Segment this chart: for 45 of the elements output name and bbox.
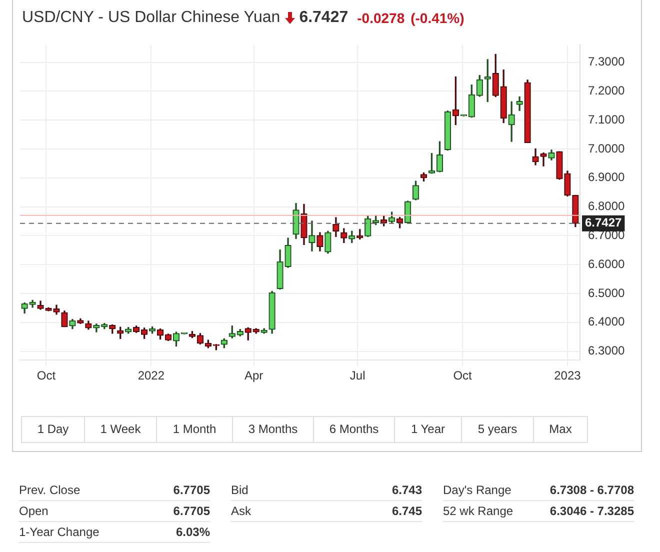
candlestick — [540, 152, 547, 166]
y-tick-label: 7.1000 — [588, 112, 626, 126]
y-tick-label: 7.2000 — [588, 84, 626, 98]
text: 6.745 — [392, 503, 422, 520]
y-tick-label: 6.3000 — [588, 344, 626, 358]
ref-line-label: 6.7427 — [585, 216, 622, 230]
x-tick-label: Oct — [453, 368, 473, 383]
text: 52 wk Range — [443, 504, 514, 518]
y-tick-label: 6.9000 — [588, 170, 626, 184]
text: Day's Range — [443, 483, 512, 497]
text: Bid — [231, 483, 248, 497]
text: Ask — [231, 504, 252, 518]
x-tick-label: Jul — [350, 368, 366, 383]
text: 1 Month — [156, 416, 233, 443]
text: 6.7705 — [173, 482, 210, 499]
text: 6.7427 — [299, 9, 348, 27]
text: 6.7705 — [173, 503, 210, 520]
text: Max — [533, 416, 588, 443]
text: 6.3046 - 7.3285 — [550, 503, 634, 520]
x-tick-label: Oct — [36, 368, 56, 383]
text: 5 years — [461, 416, 534, 443]
text: 1 Week — [84, 416, 157, 443]
y-tick-label: 6.4000 — [588, 314, 626, 329]
text: 6.743 — [392, 482, 422, 499]
y-tick-label: 7.3000 — [588, 54, 626, 69]
text: -0.0278 — [357, 10, 405, 26]
text: 1 Year — [394, 416, 462, 443]
text: 6.7308 - 6.7708 — [550, 482, 634, 499]
x-tick-label: 2022 — [138, 368, 165, 383]
text: 6.03% — [176, 524, 210, 541]
y-tick-label: 6.5000 — [588, 286, 626, 300]
x-tick-label: Apr — [244, 368, 264, 383]
text: 6 Months — [313, 416, 395, 443]
y-tick-label: 7.0000 — [588, 141, 626, 156]
text: 3 Months — [232, 416, 314, 443]
y-tick-label: 6.6000 — [588, 256, 626, 271]
text: 1-Year Change — [19, 525, 100, 539]
text: (-0.41%) — [410, 10, 464, 26]
y-tick-label: 6.7000 — [588, 228, 626, 242]
text: Prev. Close — [19, 483, 80, 497]
text: 1 Day — [21, 416, 85, 443]
y-tick-label: 6.8000 — [588, 199, 626, 214]
chart-title: USD/CNY - US Dollar Chinese Yuan — [22, 9, 280, 27]
x-tick-label: 2023 — [554, 368, 582, 383]
text: Open — [19, 504, 48, 518]
